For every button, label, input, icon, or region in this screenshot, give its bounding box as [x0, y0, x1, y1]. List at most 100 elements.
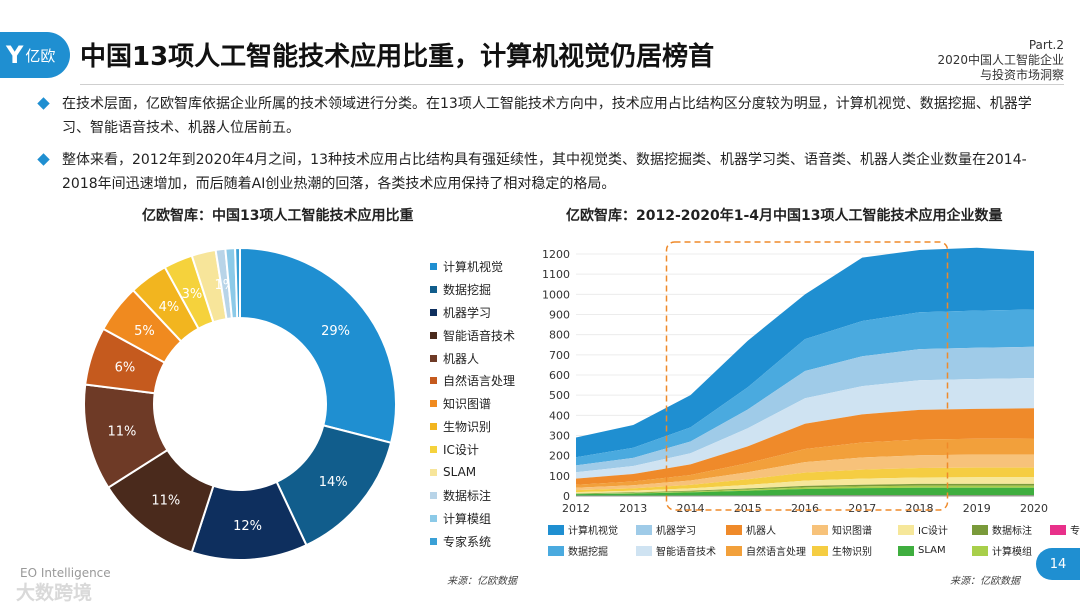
legend-label: 机器学习	[443, 305, 492, 320]
legend-label: 机器人	[746, 526, 776, 537]
page-number: 14	[1036, 548, 1080, 580]
x-tick-label: 2020	[1020, 502, 1048, 515]
y-tick-label: 500	[549, 389, 570, 402]
area-legend-item: 机器人	[726, 522, 812, 537]
area-series-IC设计	[576, 477, 1034, 494]
legend-swatch	[430, 446, 437, 454]
legend-swatch	[898, 545, 914, 556]
y-tick-label: 1200	[542, 248, 570, 261]
area-legend-item: SLAM	[898, 543, 972, 558]
legend-label: 专家系统	[1070, 526, 1080, 537]
legend-swatch	[430, 400, 437, 408]
bullet-text: 整体来看，2012年到2020年4月之间，13种技术应用占比结构具有强延续性，其…	[62, 152, 1027, 192]
donut-legend-item: 自然语言处理	[430, 369, 515, 392]
header-divider	[80, 84, 1064, 85]
donut-legend-item: SLAM	[430, 461, 515, 484]
legend-swatch	[636, 524, 652, 535]
legend-label: 计算模组	[443, 511, 492, 526]
area-series-计算模组	[576, 485, 1034, 495]
legend-label: 智能语音技术	[443, 328, 516, 343]
donut-legend-item: 计算模组	[430, 507, 515, 530]
donut-chart-title: 亿欧智库：中国13项人工智能技术应用比重	[142, 208, 414, 224]
legend-swatch	[430, 262, 437, 270]
donut-slice-cat-12	[234, 246, 241, 320]
area-legend-item: 数据标注	[972, 522, 1050, 537]
y-tick-label: 700	[549, 349, 570, 362]
donut-data-label: 14%	[319, 475, 348, 490]
donut-legend-item: IC设计	[430, 438, 515, 461]
legend-label: 生物识别	[832, 547, 872, 558]
legend-swatch	[636, 545, 652, 556]
y-tick-label: 800	[549, 329, 570, 342]
y-tick-label: 100	[549, 470, 570, 483]
legend-label: 计算机视觉	[568, 526, 618, 537]
area-series-计算机视觉	[576, 247, 1034, 458]
x-tick-label: 2015	[734, 502, 762, 515]
area-legend-item: 计算机视觉	[548, 522, 636, 537]
legend-label: 数据挖掘	[568, 547, 608, 558]
legend-label: 机器学习	[656, 526, 696, 537]
area-series-自然语言处理	[576, 438, 1034, 488]
legend-label: 机器人	[443, 351, 480, 366]
x-tick-label: 2017	[848, 502, 876, 515]
legend-label: 数据挖掘	[443, 282, 492, 297]
area-legend-item: 数据挖掘	[548, 543, 636, 558]
legend-label: SLAM	[443, 465, 477, 480]
stacked-area-chart: 0 100 200 300 400 500 600 700 800 900 1000 1100 1200…	[542, 241, 1048, 515]
legend-swatch	[430, 331, 437, 339]
logo-brand: 亿欧	[25, 46, 56, 65]
x-tick-label: 2016	[791, 502, 819, 515]
donut-slice-cat-0	[239, 246, 397, 445]
legend-swatch	[430, 423, 437, 431]
legend-swatch	[548, 545, 564, 556]
donut-legend-item: 机器人	[430, 347, 515, 370]
legend-label: 生物识别	[443, 420, 492, 435]
donut-data-label: 6%	[115, 361, 136, 376]
area-legend-item: 知识图谱	[812, 522, 898, 537]
brand-logo: Y 亿欧	[0, 32, 70, 78]
legend-swatch	[726, 545, 742, 556]
donut-chart: 29%14%12%11%11%6%5%4%3%1%	[83, 246, 397, 561]
area-chart-title: 亿欧智库：2012-2020年1-4月中国13项人工智能技术应用企业数量	[566, 208, 1003, 224]
legend-swatch	[726, 524, 742, 535]
y-tick-label: 600	[549, 369, 570, 382]
area-series-数据标注	[576, 483, 1034, 494]
legend-swatch	[430, 377, 437, 385]
legend-swatch	[430, 285, 437, 293]
legend-swatch	[1050, 524, 1066, 535]
footer-brand: EO Intelligence	[20, 566, 111, 580]
donut-legend-item: 专家系统	[430, 530, 515, 553]
area-legend: 计算机视觉 机器学习 机器人 知识图谱 IC设计 数据标注 专家系统数据挖掘 智能语音技术 自然…	[548, 522, 1080, 558]
donut-legend-item: 数据标注	[430, 484, 515, 507]
area-series-数据挖掘	[576, 309, 1034, 466]
part-number: Part.2	[1028, 38, 1064, 52]
area-series-机器学习	[576, 346, 1034, 473]
highlight-range-box	[665, 241, 949, 511]
donut-legend-item: 数据挖掘	[430, 278, 515, 301]
area-legend-item: 自然语言处理	[726, 543, 812, 558]
watermark-text: 大数跨境	[16, 582, 93, 604]
donut-legend-item: 知识图谱	[430, 392, 515, 415]
legend-label: IC设计	[918, 526, 948, 537]
donut-legend: 计算机视觉数据挖掘机器学习智能语音技术 机器人自然语言处理知识图谱生物识别 IC设计…	[430, 255, 515, 553]
legend-swatch	[430, 468, 437, 476]
donut-data-label: 3%	[182, 287, 203, 302]
legend-label: 数据标注	[992, 526, 1032, 537]
x-tick-label: 2013	[619, 502, 647, 515]
legend-label: 自然语言处理	[443, 374, 516, 389]
donut-legend-item: 计算机视觉	[430, 255, 515, 278]
donut-data-label: 11%	[151, 494, 180, 509]
x-tick-label: 2012	[562, 502, 590, 515]
legend-swatch	[430, 354, 437, 362]
legend-swatch	[898, 524, 914, 535]
legend-label: SLAM	[918, 545, 946, 556]
y-tick-label: 300	[549, 430, 570, 443]
area-series-SLAM	[576, 487, 1034, 496]
y-tick-label: 0	[563, 490, 570, 503]
part-label: Part.2 2020中国人工智能企业 与投资市场洞察	[937, 38, 1064, 83]
area-legend-item: 生物识别	[812, 543, 898, 558]
donut-legend-item: 智能语音技术	[430, 324, 515, 347]
area-series-生物识别	[576, 467, 1034, 493]
legend-label: IC设计	[443, 443, 479, 458]
logo-mark: Y	[6, 41, 24, 69]
